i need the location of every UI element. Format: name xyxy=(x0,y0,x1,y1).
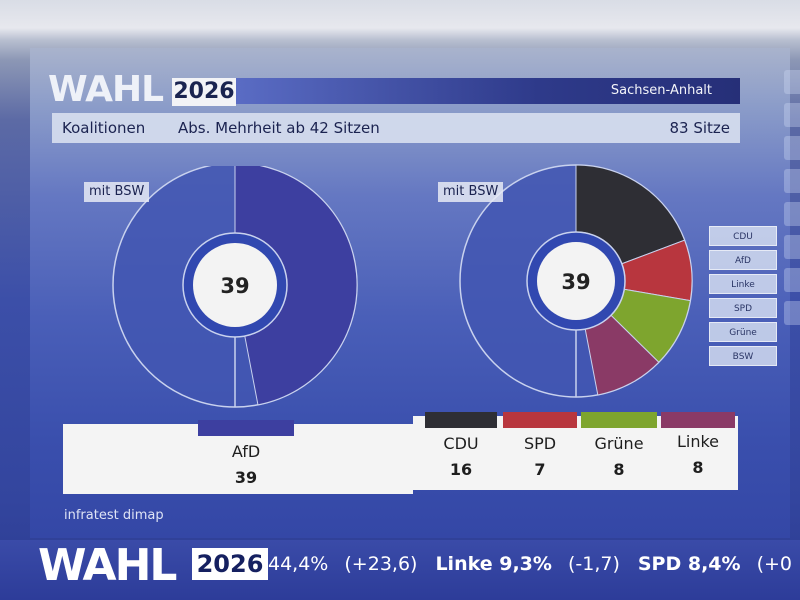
donut-center-disk xyxy=(537,242,615,320)
ticker-results: 44,4% (+23,6) Linke 9,3% (-1,7) SPD 8,4% (… xyxy=(268,548,800,580)
legend-item-spd[interactable]: SPD xyxy=(709,298,777,318)
legend-item-grüne[interactable]: Grüne xyxy=(709,322,777,342)
strip-bg-right xyxy=(413,416,738,490)
legend-item-bsw[interactable]: BSW xyxy=(709,346,777,366)
party-seats: 8 xyxy=(613,460,625,479)
party-color-bar xyxy=(503,412,577,428)
legend-item-cdu[interactable]: CDU xyxy=(709,226,777,246)
coalition-donut-left: 39 xyxy=(112,166,358,408)
ticker-item: 44,4% (+23,6) xyxy=(268,553,418,575)
party-name: CDU xyxy=(443,434,479,453)
legend-item-afd[interactable]: AfD xyxy=(709,250,777,270)
wahl-logo: WAHL xyxy=(48,69,164,110)
side-controls xyxy=(784,70,800,490)
ticker-item: SPD 8,4% (+0 xyxy=(637,553,793,575)
result-linke: Linke 8 xyxy=(661,412,735,494)
donut-center-disk xyxy=(193,243,277,327)
party-name: Grüne xyxy=(594,434,644,453)
result-afd: AfD 39 xyxy=(198,412,294,494)
majority-note: Abs. Mehrheit ab 42 Sitzen xyxy=(178,119,380,137)
total-seats: 83 Sitze xyxy=(669,119,730,137)
party-color-bar xyxy=(425,412,497,428)
side-button[interactable] xyxy=(784,268,800,292)
source-label: infratest dimap xyxy=(64,508,164,523)
result-spd: SPD 7 xyxy=(503,412,577,494)
party-legend: CDU AfD Linke SPD Grüne BSW xyxy=(709,226,779,370)
party-color-bar xyxy=(661,412,735,428)
bsw-tag-right: mit BSW xyxy=(438,182,504,202)
coalition-donut-right: 39 xyxy=(459,164,693,398)
ticker-year: 2026 xyxy=(192,548,268,580)
ticker-item: Linke 9,3% (-1,7) xyxy=(435,553,620,575)
party-seats: 7 xyxy=(534,460,546,479)
ticker-logo: WAHL xyxy=(38,540,177,591)
seat-results-strip: AfD 39 CDU 16 SPD 7 Grüne 8 Linke 8 xyxy=(63,412,738,494)
coalition-subheader: Koalitionen Abs. Mehrheit ab 42 Sitzen 8… xyxy=(52,113,740,143)
news-ticker: WAHL xyxy=(0,540,800,600)
side-button[interactable] xyxy=(784,235,800,259)
coalition-title: Koalitionen xyxy=(62,119,146,137)
party-seats: 39 xyxy=(234,468,258,487)
party-seats: 8 xyxy=(692,458,704,477)
side-button[interactable] xyxy=(784,136,800,160)
side-button[interactable] xyxy=(784,301,800,325)
party-name: AfD xyxy=(231,442,261,461)
bsw-tag-left: mit BSW xyxy=(84,182,150,202)
donut-center-value: 39 xyxy=(220,274,249,298)
donut-center-value: 39 xyxy=(561,270,590,294)
legend-item-linke[interactable]: Linke xyxy=(709,274,777,294)
result-cdu: CDU 16 xyxy=(425,412,497,494)
party-name: SPD xyxy=(523,434,557,453)
party-seats: 16 xyxy=(449,460,473,479)
region-bar: Sachsen-Anhalt xyxy=(236,78,740,104)
region-label: Sachsen-Anhalt xyxy=(610,83,712,98)
party-color-bar xyxy=(198,420,294,436)
side-button[interactable] xyxy=(784,103,800,127)
party-color-bar xyxy=(581,412,657,428)
party-name: Linke xyxy=(676,432,720,451)
side-button[interactable] xyxy=(784,70,800,94)
side-button[interactable] xyxy=(784,202,800,226)
year-badge: 2026 xyxy=(172,78,236,106)
result-grüne: Grüne 8 xyxy=(581,412,657,494)
side-button[interactable] xyxy=(784,169,800,193)
